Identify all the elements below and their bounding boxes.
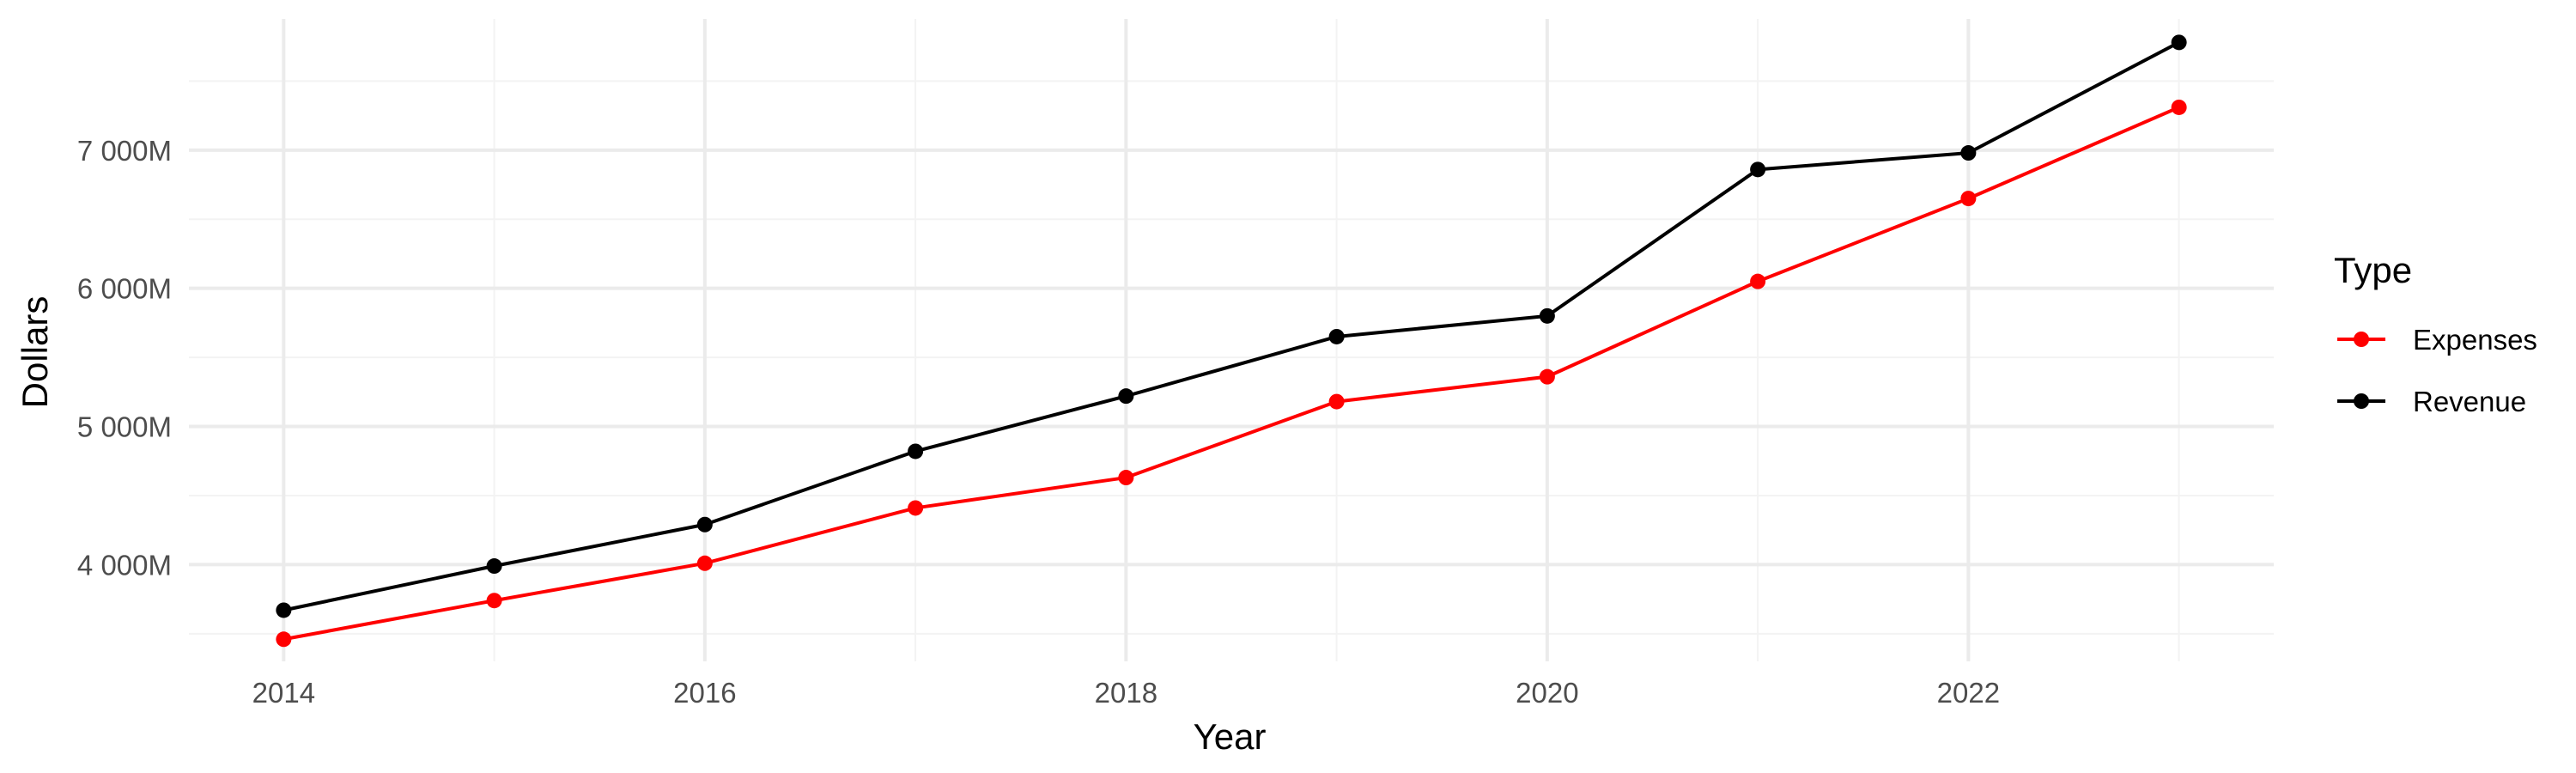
expenses-point: [1539, 368, 1555, 385]
expenses-point: [1328, 393, 1345, 410]
expenses-point: [908, 500, 924, 516]
expenses-point: [1118, 470, 1134, 486]
legend-key-point: [2354, 332, 2369, 347]
legend-item-expenses: Expenses: [2337, 324, 2537, 356]
y-tick-label: 6 000M: [77, 273, 172, 305]
expenses-point: [2171, 99, 2187, 115]
expenses-point: [1960, 191, 1977, 207]
expenses-point: [486, 593, 502, 609]
major-gridlines: [189, 19, 2274, 661]
x-axis-title: Year: [1194, 716, 1267, 757]
expenses-point: [276, 631, 292, 648]
expenses-point: [696, 555, 713, 571]
legend-entries: Expenses Revenue: [2337, 324, 2537, 417]
legend-item-revenue: Revenue: [2337, 386, 2526, 417]
revenue-point: [2171, 34, 2187, 51]
expenses-line: [283, 106, 2180, 642]
minor-gridlines: [189, 19, 2274, 661]
x-tick-label: 2020: [1516, 677, 1578, 709]
y-tick-label: 4 000M: [77, 549, 172, 581]
revenue-line: [283, 40, 2180, 612]
y-tick-label: 7 000M: [77, 135, 172, 167]
y-axis-title: Dollars: [15, 296, 55, 409]
series-points: [276, 34, 2187, 648]
x-tick-label: 2022: [1937, 677, 2000, 709]
revenue-point: [1750, 161, 1766, 178]
revenue-point: [1960, 145, 1977, 161]
revenue-point: [1539, 307, 1555, 324]
x-tick-label: 2018: [1095, 677, 1157, 709]
revenue-point: [696, 516, 713, 533]
revenue-point: [1118, 388, 1134, 405]
x-tick-label: 2014: [252, 677, 315, 709]
revenue-point: [486, 558, 502, 575]
revenue-point: [908, 443, 924, 460]
x-tick-label: 2016: [673, 677, 736, 709]
legend-label: Revenue: [2413, 386, 2526, 417]
expenses-point: [1750, 273, 1766, 289]
y-tick-label: 5 000M: [77, 411, 172, 443]
legend-title: Type: [2334, 250, 2412, 290]
legend: Type Expenses Revenue: [2334, 250, 2537, 417]
series-lines: [283, 40, 2180, 642]
y-axis-ticks: 4 000M 5 000M 6 000M 7 000M: [77, 135, 172, 581]
x-axis-ticks: 2014 2016 2018 2020 2022: [252, 677, 2000, 709]
legend-key-point: [2354, 393, 2369, 409]
revenue-point: [276, 602, 292, 618]
legend-label: Expenses: [2413, 324, 2537, 356]
revenue-point: [1328, 328, 1345, 344]
